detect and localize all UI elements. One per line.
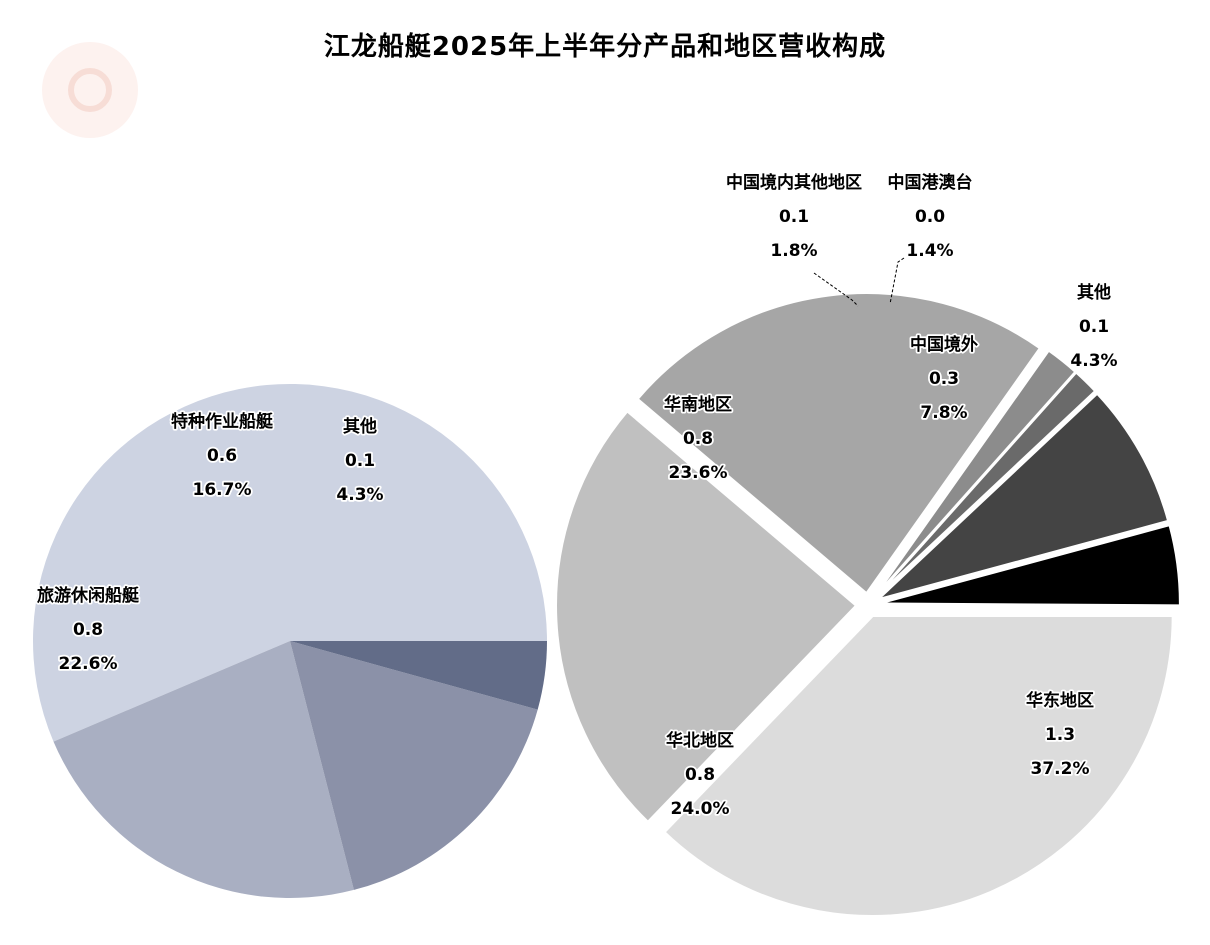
region-slice-other xyxy=(879,523,1181,607)
region-other-percent: 4.3% xyxy=(1070,351,1117,371)
product-special-operation-percent: 16.7% xyxy=(193,480,252,500)
region-south-china-label: 华南地区 xyxy=(664,394,732,415)
region-other-label: 其他 xyxy=(1077,282,1111,303)
region-east-china-label: 华东地区 xyxy=(1026,690,1094,711)
region-overseas-value: 0.3 xyxy=(929,369,959,389)
region-other-domestic-value: 0.1 xyxy=(779,207,809,227)
region-north-china-percent: 24.0% xyxy=(671,799,730,819)
region-east-china-percent: 37.2% xyxy=(1031,759,1090,779)
region-slice-group-overseas xyxy=(877,392,1170,601)
region-hk-macao-taiwan-percent: 1.4% xyxy=(906,241,953,261)
region-slice-group-other-domestic xyxy=(874,349,1077,597)
region-south-china-value: 0.8 xyxy=(683,429,713,449)
region-slice-east-china xyxy=(663,615,1174,918)
product-tourism-leisure-label: 旅游休闲船艇 xyxy=(37,585,139,606)
region-slice-group-other xyxy=(879,523,1181,607)
chart-title: 江龙船艇2025年上半年分产品和地区营收构成 xyxy=(323,32,887,62)
region-slice-south-china xyxy=(636,292,1042,595)
product-tourism-leisure-value: 0.8 xyxy=(73,620,103,640)
region-slice-other-domestic xyxy=(874,349,1077,597)
region-slice-group-north-china xyxy=(555,410,858,824)
product-special-operation-label: 特种作业船艇 xyxy=(171,411,273,432)
region-slice-group-south-china xyxy=(636,292,1042,595)
leader-line-hk-macao-taiwan xyxy=(889,257,905,305)
region-slice-overseas xyxy=(877,392,1170,601)
product-slice-law-enforcement xyxy=(32,383,548,742)
region-other-domestic-label: 中国境内其他地区 xyxy=(726,172,862,193)
region-other-value: 0.1 xyxy=(1079,317,1109,337)
product-special-operation-value: 0.6 xyxy=(207,446,237,466)
region-overseas-percent: 7.8% xyxy=(920,403,967,423)
brand-logo-icon xyxy=(42,42,138,138)
product-slice-special-operation xyxy=(290,641,538,890)
region-slice-north-china xyxy=(555,410,858,824)
region-other-domestic-percent: 1.8% xyxy=(770,241,817,261)
product-slice-other xyxy=(290,641,547,710)
region-slice-group-hk-macao-taiwan xyxy=(875,371,1097,598)
region-slice-hk-macao-taiwan xyxy=(875,371,1097,598)
region-north-china-label: 华北地区 xyxy=(666,730,734,751)
region-south-china-percent: 23.6% xyxy=(669,463,728,483)
region-north-china-value: 0.8 xyxy=(685,765,715,785)
product-other-percent: 4.3% xyxy=(336,485,383,505)
region-east-china-value: 1.3 xyxy=(1045,725,1075,745)
region-hk-macao-taiwan-value: 0.0 xyxy=(915,207,945,227)
region-hk-macao-taiwan-label: 中国港澳台 xyxy=(888,172,973,193)
leader-line-other-domestic xyxy=(813,272,859,307)
product-slice-tourism-leisure xyxy=(53,641,354,899)
region-overseas-label: 中国境外 xyxy=(910,334,978,355)
brand-logo-mark xyxy=(68,68,112,112)
product-other-label: 其他 xyxy=(343,416,377,437)
product-tourism-leisure-percent: 22.6% xyxy=(59,654,118,674)
region-slice-group-east-china xyxy=(663,615,1174,918)
product-other-value: 0.1 xyxy=(345,451,375,471)
